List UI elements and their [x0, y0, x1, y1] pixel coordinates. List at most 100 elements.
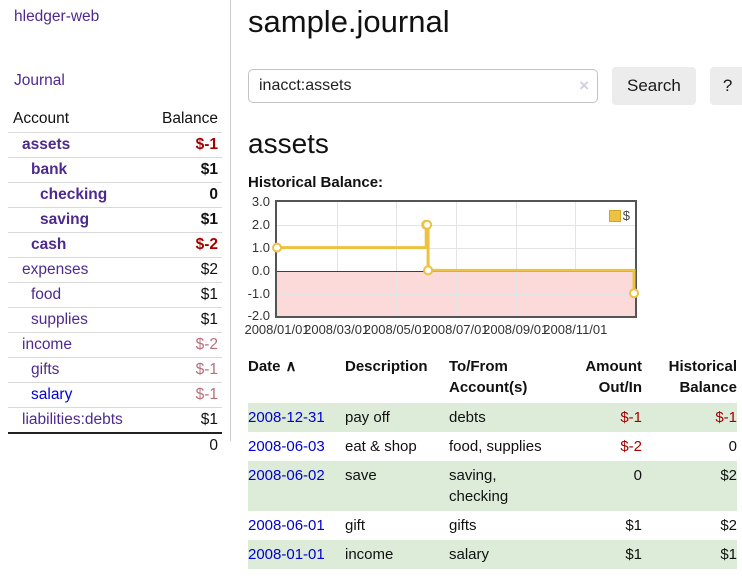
transaction-accounts: debts: [449, 409, 486, 427]
y-tick-label: 3.0: [251, 194, 270, 210]
clear-search-icon[interactable]: ×: [579, 76, 589, 96]
transactions-header-row: Date ∧ Description To/From Account(s) Amo…: [248, 354, 737, 403]
account-table-header-row: Account Balance: [8, 106, 222, 133]
transaction-description: eat & shop: [345, 438, 417, 456]
legend-swatch-icon: [608, 209, 621, 222]
transaction-balance: $2: [720, 467, 737, 485]
date-column-header[interactable]: Date ∧: [248, 358, 297, 376]
gridline-vertical: [396, 202, 398, 317]
data-point-marker: [422, 220, 433, 231]
y-tick-label: 2.0: [251, 217, 270, 233]
transaction-amount: 0: [633, 467, 642, 485]
account-row: expenses $2: [8, 257, 222, 283]
account-link[interactable]: cash: [31, 236, 67, 253]
account-row: supplies $1: [8, 307, 222, 333]
transaction-row[interactable]: 2008-06-01 gift gifts $1 $2: [248, 511, 737, 540]
transaction-balance: $-1: [715, 409, 737, 427]
transaction-date-link[interactable]: 2008-06-01: [248, 517, 325, 535]
main-panel: sample.journal × Search ? assets Histori…: [244, 0, 742, 570]
transaction-accounts: salary: [449, 546, 490, 564]
gridline-vertical: [336, 202, 338, 317]
account-link[interactable]: gifts: [31, 361, 60, 378]
chart-series: [272, 220, 640, 299]
account-row: liabilities:debts $1: [8, 407, 222, 434]
transactions-body: 2008-12-31 pay off debts $-1 $-1 2008-06-03 ea…: [248, 403, 737, 570]
account-link[interactable]: saving: [40, 211, 90, 228]
search-input[interactable]: [248, 69, 598, 104]
account-link[interactable]: income: [22, 336, 72, 353]
account-balance: $1: [144, 207, 222, 233]
account-link[interactable]: food: [31, 286, 62, 303]
account-link[interactable]: expenses: [22, 261, 89, 278]
account-row: saving $1: [8, 207, 222, 233]
account-heading: assets: [248, 127, 329, 159]
transaction-amount: $1: [625, 517, 642, 535]
account-balance: $-1: [144, 357, 222, 383]
transaction-row[interactable]: 2008-01-01 income salary $1 $1: [248, 540, 737, 570]
account-balance: 0: [144, 182, 222, 208]
chart-x-axis: 2008/01/01 2008/03/01 2008/05/01 2008/07/01…: [244, 322, 737, 338]
account-row: cash $-2: [8, 232, 222, 258]
page-title: sample.journal: [248, 4, 450, 39]
account-balance: $-1: [144, 382, 222, 408]
data-point-marker: [423, 265, 434, 276]
chart-title: Historical Balance:: [248, 174, 384, 192]
search-help-button[interactable]: ?: [709, 67, 742, 106]
x-tick-label: 2008/07/01: [423, 322, 489, 338]
account-link[interactable]: liabilities:debts: [22, 411, 123, 428]
data-point-marker: [629, 288, 640, 299]
transaction-date-link[interactable]: 2008-06-02: [248, 467, 325, 485]
transactions-table: Date ∧ Description To/From Account(s) Amo…: [248, 354, 737, 570]
balance-column-header: Balance: [144, 106, 222, 133]
transaction-row[interactable]: 2008-06-02 save saving, checking 0 $2: [248, 461, 737, 512]
transaction-date-link[interactable]: 2008-01-01: [248, 546, 325, 564]
x-tick-label: 2008/05/01: [363, 322, 429, 338]
x-tick-label: 2008/01/01: [244, 322, 310, 338]
gridline-vertical: [575, 202, 577, 317]
transaction-accounts: gifts: [449, 517, 477, 535]
account-table-body: assets $-1 bank $1 checking 0 saving $1 cash $-2 e…: [8, 132, 222, 434]
description-column-header: Description: [345, 358, 428, 376]
sort-ascending-icon[interactable]: ∧: [285, 358, 297, 376]
transaction-date-link[interactable]: 2008-06-03: [248, 438, 325, 456]
sidebar-item-journal[interactable]: Journal: [14, 72, 65, 89]
account-balance: $1: [144, 282, 222, 308]
account-link[interactable]: supplies: [31, 311, 88, 328]
transaction-row[interactable]: 2008-12-31 pay off debts $-1 $-1: [248, 403, 737, 433]
transaction-balance: 0: [728, 438, 737, 456]
account-balance: $1: [144, 307, 222, 333]
transaction-amount: $-1: [620, 409, 642, 427]
transaction-amount: $-2: [620, 438, 642, 456]
transaction-description: income: [345, 546, 394, 564]
chart-y-axis: 3.0 2.0 1.0 0.0 -1.0 -2.0: [248, 194, 270, 323]
account-link[interactable]: assets: [22, 136, 71, 153]
search-button[interactable]: Search: [612, 67, 696, 106]
account-link[interactable]: bank: [31, 161, 68, 178]
account-balance: $2: [144, 257, 222, 283]
y-tick-label: -2.0: [247, 308, 270, 324]
legend-label: $: [622, 208, 630, 224]
account-balance: $-2: [144, 332, 222, 358]
account-link[interactable]: checking: [40, 186, 108, 203]
chart-plot: $: [272, 200, 640, 319]
account-row: gifts $-1: [8, 357, 222, 383]
account-total-value: 0: [144, 432, 222, 458]
x-tick-label: 2008/09/01: [483, 322, 549, 338]
account-total-row: 0: [8, 432, 222, 458]
data-point-marker: [272, 243, 282, 254]
y-tick-label: 1.0: [251, 240, 270, 256]
transaction-row[interactable]: 2008-06-03 eat & shop food, supplies $-2 0: [248, 432, 737, 461]
transaction-accounts: food, supplies: [449, 438, 542, 456]
account-balance: $-2: [144, 232, 222, 258]
transaction-description: save: [345, 467, 377, 485]
gridline-vertical: [456, 202, 457, 317]
transaction-date-link[interactable]: 2008-12-31: [248, 409, 325, 427]
search-form: × Search ?: [248, 67, 742, 106]
search-box: ×: [248, 69, 598, 104]
account-balance: $-1: [144, 132, 222, 158]
account-link[interactable]: salary: [31, 386, 73, 403]
app-brand-link[interactable]: hledger-web: [14, 8, 100, 25]
transaction-balance: $2: [720, 517, 737, 535]
account-balance-table: Account Balance assets $-1 bank $1 checking 0…: [8, 106, 222, 458]
y-tick-label: 0.0: [251, 262, 270, 278]
